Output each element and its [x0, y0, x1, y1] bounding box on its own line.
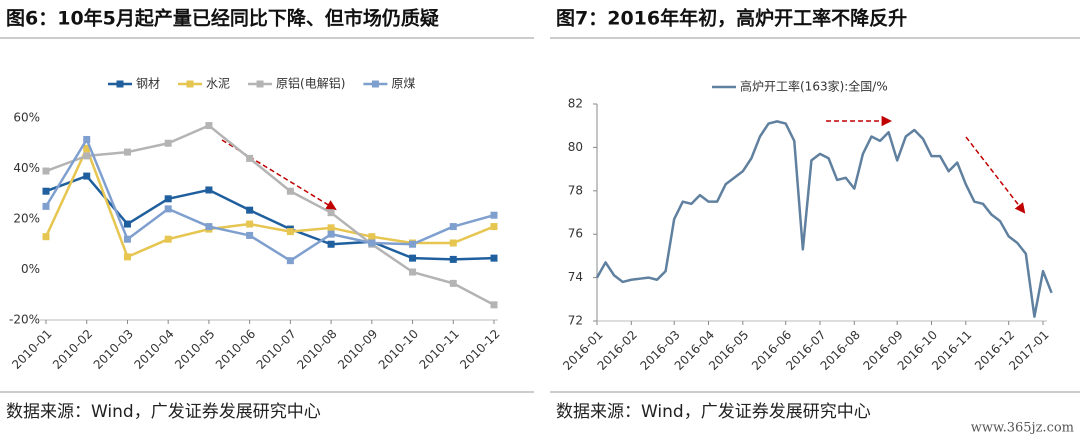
- point-marker: [164, 139, 172, 147]
- legend-label: 钢材: [136, 77, 160, 91]
- legend-swatch: [186, 80, 194, 88]
- point-marker: [449, 255, 457, 263]
- point-marker: [164, 205, 172, 213]
- chart-title: 图6：10年5月起产量已经同比下降、但市场仍质疑: [6, 7, 439, 30]
- point-marker: [205, 186, 213, 194]
- source-note: 数据来源：Wind，广发证券发展研究中心: [556, 402, 871, 422]
- point-marker: [83, 172, 91, 180]
- point-marker: [490, 254, 498, 262]
- point-marker: [246, 220, 254, 228]
- point-marker: [368, 239, 376, 247]
- point-marker: [449, 279, 457, 287]
- point-marker: [246, 206, 254, 214]
- y-tick-label: 20%: [13, 212, 40, 226]
- point-marker: [286, 257, 294, 265]
- point-marker: [123, 220, 131, 228]
- point-marker: [409, 268, 417, 276]
- legend-swatch: [256, 80, 264, 88]
- y-tick-label: 80: [568, 140, 583, 154]
- y-tick-label: 40%: [13, 161, 40, 175]
- point-marker: [164, 195, 172, 203]
- point-marker: [449, 223, 457, 231]
- point-marker: [42, 202, 50, 210]
- y-tick-label: 74: [568, 270, 583, 284]
- point-marker: [123, 253, 131, 261]
- trend-arrow: [221, 139, 337, 211]
- legend-label: 原铝(电解铝): [276, 76, 345, 91]
- series-line: [45, 124, 495, 306]
- point-marker: [205, 122, 213, 130]
- series-line: [44, 147, 495, 259]
- point-marker: [327, 230, 335, 238]
- series-line: [45, 174, 495, 261]
- legend-label: 高炉开工率(163家):全国/%: [740, 79, 888, 94]
- point-marker: [368, 233, 376, 241]
- point-marker: [123, 148, 131, 156]
- point-marker: [246, 154, 254, 162]
- series-line: [44, 138, 495, 262]
- watermark: www.365jz.com: [971, 421, 1074, 436]
- y-tick-label: 72: [568, 314, 583, 328]
- legend-swatch: [116, 80, 124, 88]
- point-marker: [409, 254, 417, 262]
- y-tick-label: 78: [568, 183, 583, 197]
- legend-swatch: [371, 80, 379, 88]
- series-line: [595, 120, 1053, 318]
- y-tick-label: 0%: [21, 262, 40, 276]
- legend-label: 水泥: [206, 77, 230, 91]
- point-marker: [123, 235, 131, 243]
- y-tick-label: 82: [568, 97, 583, 111]
- point-marker: [83, 152, 91, 160]
- point-marker: [327, 224, 335, 232]
- source-note: 数据来源：Wind，广发证券发展研究中心: [6, 402, 321, 422]
- point-marker: [246, 231, 254, 239]
- point-marker: [42, 187, 50, 195]
- point-marker: [42, 233, 50, 241]
- point-marker: [409, 240, 417, 248]
- legend-label: 原煤: [391, 77, 415, 91]
- point-marker: [490, 301, 498, 309]
- point-marker: [205, 223, 213, 231]
- y-tick-label: 60%: [13, 111, 40, 125]
- point-marker: [83, 144, 91, 152]
- point-marker: [286, 187, 294, 195]
- point-marker: [83, 135, 91, 143]
- point-marker: [286, 228, 294, 236]
- point-marker: [490, 211, 498, 219]
- point-marker: [327, 240, 335, 248]
- point-marker: [327, 209, 335, 217]
- chart-title: 图7：2016年年初，高炉开工率不降反升: [556, 7, 907, 30]
- point-marker: [164, 235, 172, 243]
- point-marker: [42, 167, 50, 175]
- y-tick-label: 76: [568, 227, 583, 241]
- point-marker: [490, 223, 498, 231]
- y-tick-label: -20%: [9, 313, 40, 327]
- point-marker: [449, 239, 457, 247]
